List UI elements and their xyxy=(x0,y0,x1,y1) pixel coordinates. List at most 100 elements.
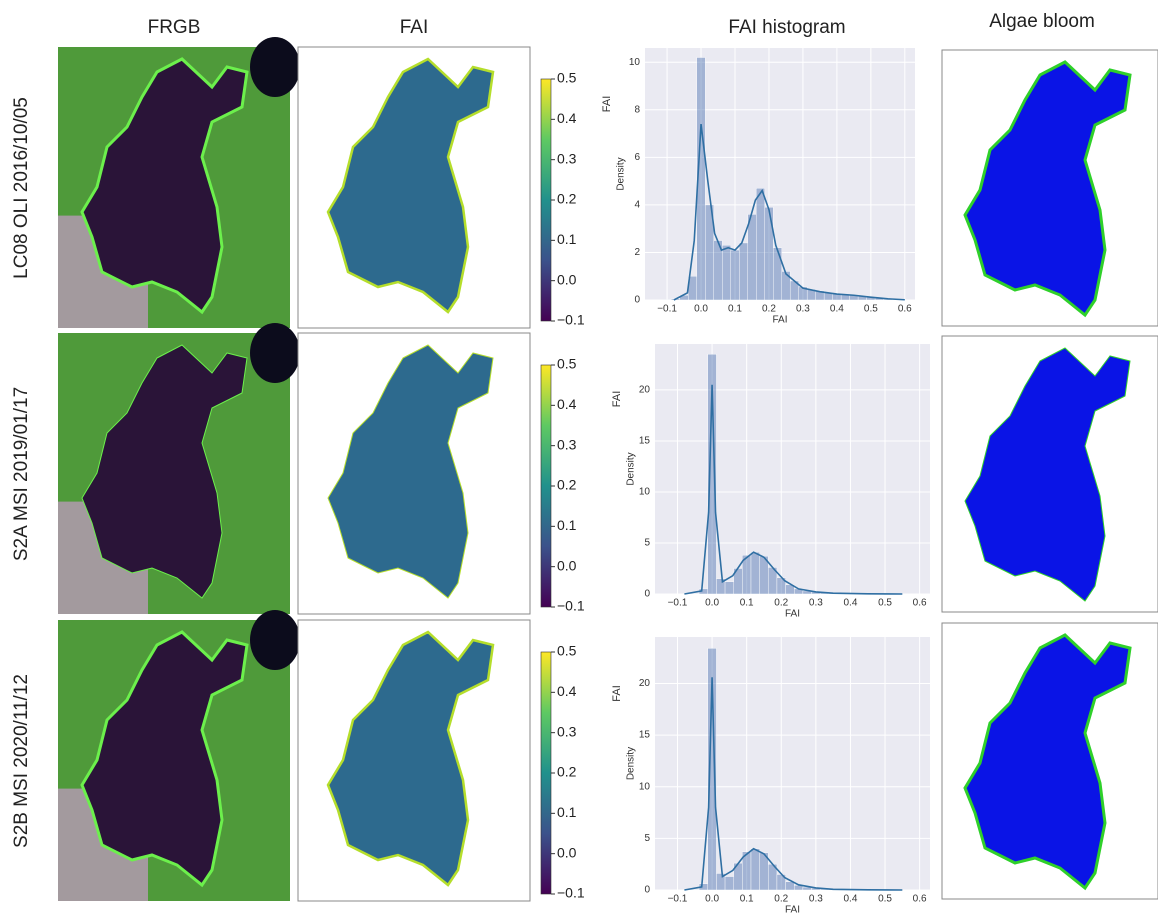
x-tick-label: 0.1 xyxy=(728,304,742,315)
frgb-sea xyxy=(250,323,300,383)
colorbar-tick-label: −0.1 xyxy=(557,598,585,614)
x-tick-label: 0.6 xyxy=(898,304,912,315)
x-tick-label: −0.1 xyxy=(668,598,688,609)
x-axis-label: FAI xyxy=(785,905,800,916)
histogram-bar xyxy=(756,188,764,300)
colorbar-tick-label: 0.0 xyxy=(557,271,577,287)
x-tick-label: 0.2 xyxy=(762,304,776,315)
x-tick-label: 0.2 xyxy=(774,598,788,609)
x-tick-label: −0.1 xyxy=(657,304,677,315)
y-tick-label: 5 xyxy=(644,538,650,549)
side-label: FAI xyxy=(611,685,623,702)
colorbar-tick-label: 0.2 xyxy=(557,477,577,493)
colorbar-tick-label: 0.4 xyxy=(557,396,577,412)
histogram-bar xyxy=(739,243,747,300)
colorbar-tick-label: −0.1 xyxy=(557,885,585,901)
frgb-sea xyxy=(250,610,300,670)
y-tick-label: 2 xyxy=(634,247,640,258)
y-tick-label: 10 xyxy=(639,781,651,792)
x-tick-label: 0.4 xyxy=(830,304,844,315)
row-label: S2B MSI 2020/11/12 xyxy=(11,674,32,848)
histogram-bar xyxy=(773,248,781,300)
x-axis-label: FAI xyxy=(772,315,787,326)
y-tick-label: 10 xyxy=(629,57,641,68)
y-tick-label: 5 xyxy=(644,833,650,844)
x-tick-label: 0.2 xyxy=(774,894,788,905)
x-tick-label: 0.5 xyxy=(878,894,892,905)
side-label: FAI xyxy=(611,391,623,408)
frgb-sea xyxy=(250,37,300,97)
y-tick-label: 0 xyxy=(644,589,650,600)
column-title: Algae bloom xyxy=(989,11,1095,32)
x-tick-label: 0.0 xyxy=(705,894,719,905)
colorbar-tick-label: 0.2 xyxy=(557,191,577,207)
y-axis-label: Density xyxy=(626,452,637,485)
colorbar-tick-label: 0.3 xyxy=(557,723,577,739)
y-tick-label: 0 xyxy=(644,885,650,896)
x-tick-label: 0.3 xyxy=(809,598,823,609)
colorbar-tick-label: 0.0 xyxy=(557,844,577,860)
y-tick-label: 10 xyxy=(639,487,651,498)
y-tick-label: 15 xyxy=(639,730,651,741)
image-panels xyxy=(58,37,1158,901)
x-tick-label: 0.5 xyxy=(878,598,892,609)
row-label: LC08 OLI 2016/10/05 xyxy=(11,97,32,279)
colorbar-tick-label: 0.1 xyxy=(557,804,577,820)
histogram-bar xyxy=(725,582,734,594)
x-tick-label: −0.1 xyxy=(668,894,688,905)
colorbar-tick-label: −0.1 xyxy=(557,312,585,328)
colorbar xyxy=(541,652,551,894)
x-tick-label: 0.4 xyxy=(843,894,857,905)
histogram-bar xyxy=(731,250,739,300)
x-tick-label: 0.6 xyxy=(913,894,927,905)
histogram-bar xyxy=(690,889,699,890)
colorbar-tick-label: 0.4 xyxy=(557,683,577,699)
histogram-bar xyxy=(690,593,699,594)
y-tick-label: 20 xyxy=(639,385,651,396)
colorbar-tick-label: 0.5 xyxy=(557,643,577,659)
histogram-bar xyxy=(751,552,760,594)
x-tick-label: 0.1 xyxy=(740,894,754,905)
colorbar-tick-label: 0.5 xyxy=(557,70,577,86)
colorbar-tick-label: 0.2 xyxy=(557,764,577,780)
y-tick-label: 6 xyxy=(634,152,640,163)
side-label: FAI xyxy=(601,96,613,113)
colorbar-tick-label: 0.3 xyxy=(557,436,577,452)
y-axis-label: Density xyxy=(626,747,637,780)
y-tick-label: 15 xyxy=(639,436,651,447)
y-tick-label: 4 xyxy=(634,200,640,211)
y-tick-label: 20 xyxy=(639,678,651,689)
y-axis-label: Density xyxy=(616,157,627,190)
colorbar-tick-label: 0.0 xyxy=(557,557,577,573)
histogram-bar xyxy=(748,214,756,300)
column-title: FRGB xyxy=(148,17,201,38)
histogram-bar xyxy=(725,877,734,890)
row-label: S2A MSI 2019/01/17 xyxy=(11,387,32,561)
x-tick-label: 0.5 xyxy=(864,304,878,315)
colorbar-tick-label: 0.1 xyxy=(557,231,577,247)
plot-background xyxy=(655,344,930,594)
colorbar-tick-label: 0.1 xyxy=(557,517,577,533)
column-title: FAI histogram xyxy=(728,17,845,38)
x-tick-label: 0.3 xyxy=(809,894,823,905)
y-tick-label: 0 xyxy=(634,295,640,306)
colorbar-tick-label: 0.4 xyxy=(557,110,577,126)
x-tick-label: 0.3 xyxy=(796,304,810,315)
colorbar-tick-label: 0.5 xyxy=(557,356,577,372)
x-tick-label: 0.0 xyxy=(694,304,708,315)
column-title: FAI xyxy=(400,17,429,38)
figure: FRGB FAI FAI histogram Algae bloom LC08 … xyxy=(0,0,1158,920)
x-tick-label: 0.6 xyxy=(913,598,927,609)
histogram-bar xyxy=(786,882,795,890)
colorbar-tick-label: 0.3 xyxy=(557,150,577,166)
plot-background xyxy=(655,637,930,890)
colorbar xyxy=(541,79,551,321)
x-axis-label: FAI xyxy=(785,609,800,620)
x-tick-label: 0.4 xyxy=(843,598,857,609)
colorbar xyxy=(541,365,551,607)
histogram-bar xyxy=(751,849,760,890)
x-tick-label: 0.0 xyxy=(705,598,719,609)
y-tick-label: 8 xyxy=(634,104,640,115)
histogram-bar xyxy=(722,245,730,300)
x-tick-label: 0.1 xyxy=(740,598,754,609)
